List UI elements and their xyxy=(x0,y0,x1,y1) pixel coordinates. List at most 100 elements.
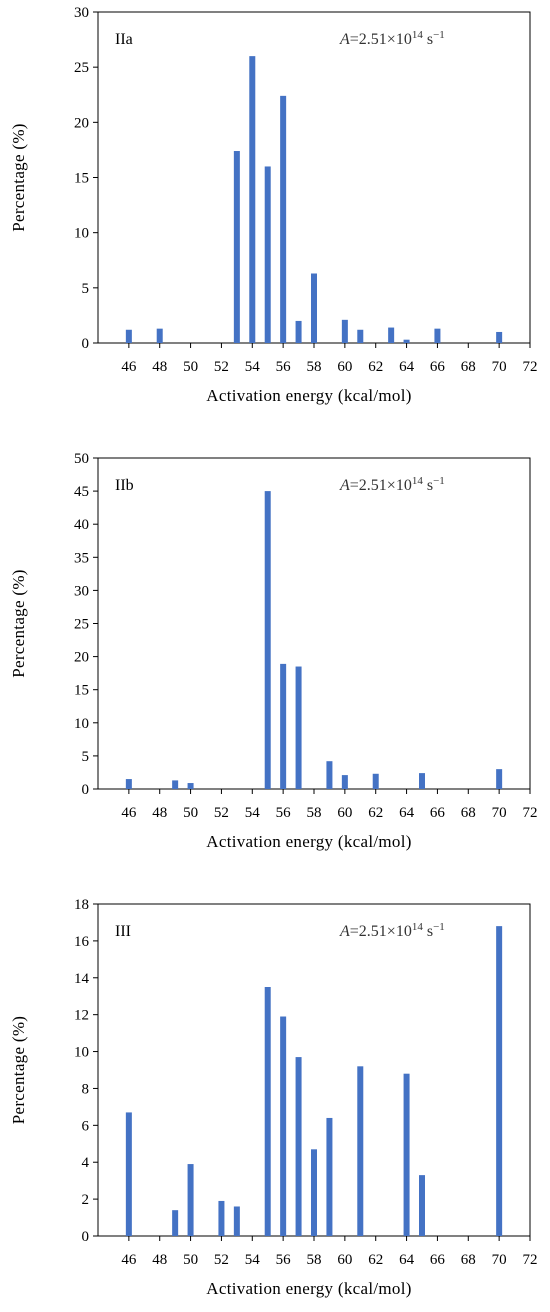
bar-55 xyxy=(264,491,271,789)
y-tick-label: 25 xyxy=(74,617,89,633)
y-tick-label: 15 xyxy=(74,683,89,699)
x-tick-label: 70 xyxy=(492,805,507,821)
panel-label: IIa xyxy=(115,31,133,48)
bar-70 xyxy=(496,926,503,1236)
bar-46 xyxy=(125,779,132,789)
bar-55 xyxy=(264,987,271,1236)
bar-60 xyxy=(341,775,348,789)
bar-61 xyxy=(357,329,364,343)
y-tick-label: 10 xyxy=(74,226,89,242)
y-tick-label: 25 xyxy=(74,60,89,76)
bar-60 xyxy=(341,319,348,343)
formula-annotation: A=2.51×1014 s−1 xyxy=(339,921,445,940)
bar-59 xyxy=(326,761,333,789)
bar-46 xyxy=(125,1112,132,1236)
bar-62 xyxy=(372,773,379,789)
x-tick-label: 56 xyxy=(276,1252,292,1268)
x-tick-label: 50 xyxy=(183,805,198,821)
y-tick-label: 12 xyxy=(74,1008,89,1024)
x-tick-label: 62 xyxy=(368,805,383,821)
bar-64 xyxy=(403,1073,410,1236)
x-tick-label: 56 xyxy=(276,359,292,375)
y-tick-label: 5 xyxy=(82,749,90,765)
y-tick-label: 0 xyxy=(82,1229,90,1245)
y-tick-label: 30 xyxy=(74,583,89,599)
bar-59 xyxy=(326,1117,333,1236)
bar-64 xyxy=(403,339,410,343)
chart-panel-iib: 0 5 10 15 20 25 30 35 40 45 50 46 48 50 52 54 56 58 60 62 64… xyxy=(9,451,538,851)
plot-frame xyxy=(97,457,531,790)
bar-56 xyxy=(280,95,287,343)
y-tick-label: 8 xyxy=(82,1081,90,1097)
y-tick-label: 10 xyxy=(74,1045,89,1061)
x-tick-label: 54 xyxy=(245,805,261,821)
y-tick-label: 18 xyxy=(74,897,89,913)
x-tick-label: 64 xyxy=(399,805,415,821)
x-tick-label: 64 xyxy=(399,359,415,375)
y-tick-label: 4 xyxy=(82,1155,90,1171)
y-tick-label: 35 xyxy=(74,550,89,566)
y-tick-label: 20 xyxy=(74,115,89,131)
y-axis-title: Percentage (%) xyxy=(9,1016,28,1125)
y-axis-title: Percentage (%) xyxy=(9,569,28,678)
bar-50 xyxy=(187,783,194,789)
y-tick-label: 40 xyxy=(74,517,89,533)
x-tick-label: 52 xyxy=(214,1252,229,1268)
x-axis-title: Activation energy (kcal/mol) xyxy=(206,832,411,851)
y-axis-title: Percentage (%) xyxy=(9,123,28,232)
bar-49 xyxy=(172,780,179,789)
x-tick-label: 66 xyxy=(430,805,446,821)
x-tick-label: 64 xyxy=(399,1252,415,1268)
bar-70 xyxy=(496,769,503,789)
y-tick-label: 0 xyxy=(82,782,90,798)
x-tick-label: 62 xyxy=(368,359,383,375)
x-tick-label: 54 xyxy=(245,1252,261,1268)
bar-65 xyxy=(419,1175,425,1236)
x-tick-label: 52 xyxy=(214,359,229,375)
panel-label: IIb xyxy=(115,477,134,494)
x-tick-label: 68 xyxy=(461,1252,476,1268)
bar-66 xyxy=(434,328,441,343)
x-tick-label: 56 xyxy=(276,805,292,821)
chart-panel-iia: 0 5 10 15 20 25 30 46 48 50 52 54 56 58 60 62 64 66 68 70 72… xyxy=(9,5,538,405)
bar-46 xyxy=(125,329,132,343)
bar-50 xyxy=(187,1164,194,1236)
bar-65 xyxy=(419,773,425,789)
x-tick-label: 52 xyxy=(214,805,229,821)
y-tick-label: 5 xyxy=(82,281,90,297)
bar-56 xyxy=(280,1016,287,1236)
bar-54 xyxy=(249,56,256,344)
bar-63 xyxy=(388,327,395,343)
bar-55 xyxy=(264,166,271,343)
bar-57 xyxy=(295,666,302,789)
bar-49 xyxy=(172,1210,179,1236)
x-axis-title: Activation energy (kcal/mol) xyxy=(206,386,411,405)
x-tick-label: 60 xyxy=(337,1252,352,1268)
x-tick-label: 48 xyxy=(152,805,167,821)
x-tick-label: 58 xyxy=(307,805,322,821)
panel-label: III xyxy=(115,923,131,940)
x-tick-label: 50 xyxy=(183,1252,198,1268)
x-tick-label: 70 xyxy=(492,359,507,375)
x-tick-label: 58 xyxy=(307,359,322,375)
x-tick-label: 50 xyxy=(183,359,198,375)
x-tick-label: 68 xyxy=(461,805,476,821)
x-tick-label: 58 xyxy=(307,1252,322,1268)
x-tick-label: 68 xyxy=(461,359,476,375)
formula-annotation: A=2.51×1014 s−1 xyxy=(339,29,445,48)
y-tick-label: 50 xyxy=(74,451,89,467)
x-axis-title: Activation energy (kcal/mol) xyxy=(206,1279,411,1298)
bar-53 xyxy=(233,151,240,343)
x-tick-label: 60 xyxy=(337,805,352,821)
bar-52 xyxy=(218,1200,225,1236)
x-tick-label: 46 xyxy=(121,359,137,375)
y-tick-label: 30 xyxy=(74,5,89,21)
x-tick-label: 72 xyxy=(523,1252,538,1268)
bar-57 xyxy=(295,320,302,343)
x-tick-label: 72 xyxy=(523,805,538,821)
x-tick-label: 62 xyxy=(368,1252,383,1268)
x-tick-label: 54 xyxy=(245,359,261,375)
bar-53 xyxy=(233,1206,240,1236)
y-tick-label: 10 xyxy=(74,716,89,732)
